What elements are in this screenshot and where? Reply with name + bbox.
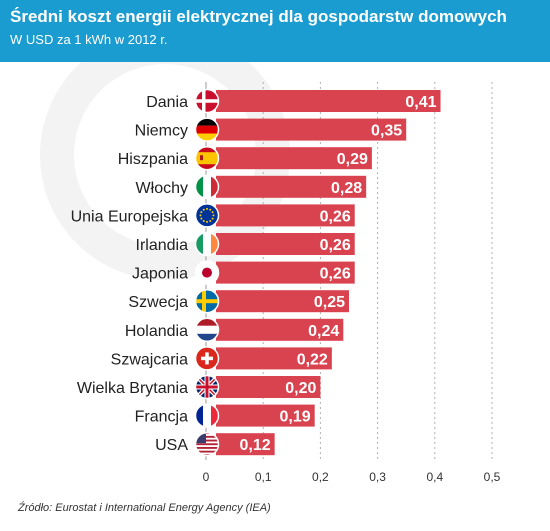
category-label: Włochy: [136, 180, 188, 197]
category-label: USA: [155, 437, 188, 454]
bar-value-label: 0,28: [331, 180, 362, 197]
chart-title: Średni koszt energii elektrycznej dla go…: [10, 7, 507, 26]
bar: [216, 433, 275, 456]
x-tick-label: 0: [203, 470, 210, 484]
bar: [216, 261, 355, 284]
bar-value-label: 0,26: [320, 208, 351, 225]
category-label: Hiszpania: [118, 151, 188, 168]
source-note: Źródło: Eurostat i International Energy …: [18, 502, 271, 514]
germany-flag-icon: [194, 117, 220, 142]
bar-value-label: 0,29: [337, 151, 368, 168]
spain-flag-icon: [194, 145, 220, 171]
bar-value-label: 0,26: [320, 237, 351, 254]
category-label: Wielka Brytania: [77, 380, 188, 397]
bar: [216, 347, 332, 370]
bar-value-label: 0,25: [314, 294, 345, 311]
bar: [216, 90, 441, 112]
netherlands-flag-icon: [194, 317, 220, 343]
bar-value-label: 0,35: [371, 123, 402, 140]
italy-flag-icon: [194, 174, 220, 200]
denmark-flag-icon: [194, 88, 220, 114]
x-tick-label: 0,1: [255, 470, 272, 484]
category-label: Francja: [135, 409, 188, 426]
category-label: Szwajcaria: [111, 351, 188, 368]
usa-flag-icon: [194, 431, 220, 457]
category-label: Szwecja: [128, 294, 188, 311]
eu-flag-icon: [194, 203, 220, 228]
sweden-flag-icon: [194, 288, 220, 314]
x-tick-label: 0,3: [369, 470, 386, 484]
chart-subtitle: W USD za 1 kWh w 2012 r.: [10, 32, 168, 47]
bar: [216, 290, 349, 313]
category-label: Unia Europejska: [71, 208, 189, 225]
bar: [216, 233, 355, 255]
bar: [216, 376, 321, 398]
bar: [216, 118, 407, 141]
bar-value-label: 0,41: [405, 94, 436, 111]
bar-value-label: 0,26: [320, 266, 351, 283]
category-label: Irlandia: [136, 237, 189, 254]
uk-flag-icon: [194, 374, 220, 400]
x-tick-label: 0,5: [484, 470, 501, 484]
bar-value-label: 0,20: [285, 380, 316, 397]
bar-value-label: 0,22: [297, 351, 328, 368]
x-tick-label: 0,2: [312, 470, 329, 484]
ireland-flag-icon: [194, 231, 220, 257]
x-tick-label: 0,4: [426, 470, 443, 484]
header-banner: Średni koszt energii elektrycznej dla go…: [0, 0, 550, 62]
category-label: Japonia: [132, 266, 188, 283]
category-label: Niemcy: [135, 123, 188, 140]
bar: [216, 175, 367, 198]
bar-value-label: 0,12: [239, 437, 270, 454]
category-label: Dania: [146, 94, 188, 111]
bar-value-label: 0,24: [308, 323, 339, 340]
switzerland-flag-icon: [194, 346, 220, 371]
bar: [216, 204, 355, 227]
bar: [216, 318, 344, 341]
bar: [216, 404, 315, 427]
category-label: Holandia: [125, 323, 188, 340]
japan-flag-icon: [194, 260, 220, 285]
bar-value-label: 0,19: [280, 409, 311, 426]
france-flag-icon: [194, 403, 220, 428]
bar: [216, 147, 372, 170]
